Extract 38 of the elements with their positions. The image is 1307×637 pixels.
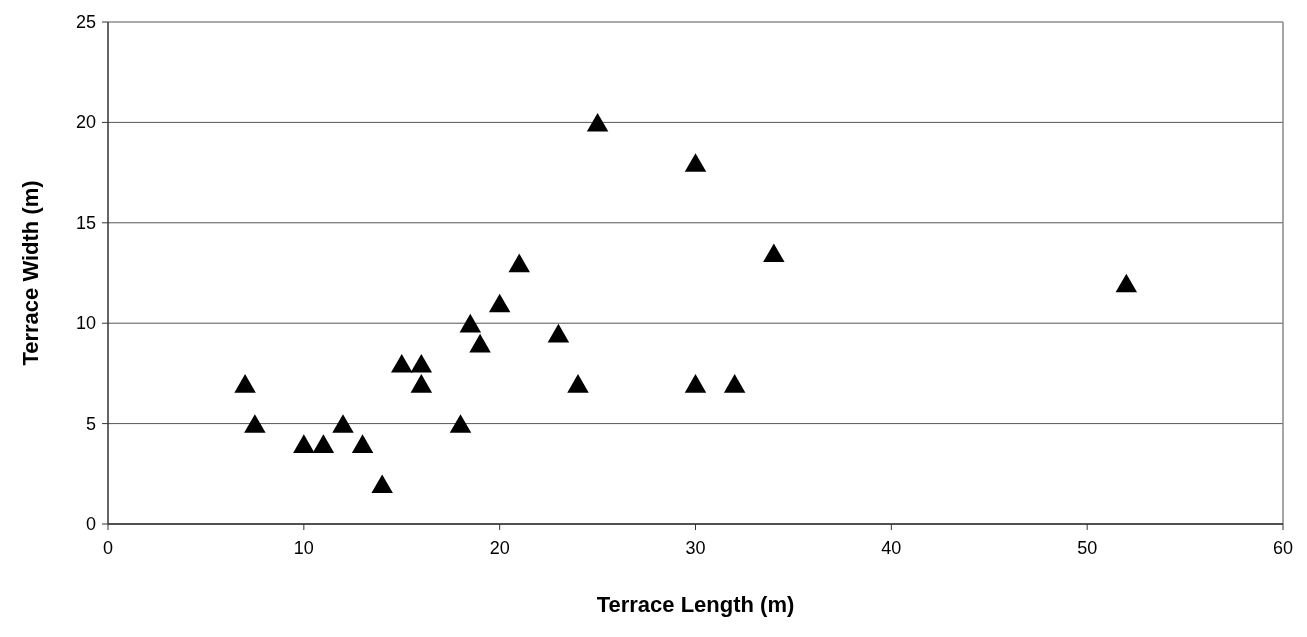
point — [293, 434, 315, 453]
x-tick-label: 50 — [1077, 538, 1098, 558]
point — [684, 374, 707, 393]
point — [410, 353, 433, 373]
x-axis-title: Terrace Length (m) — [596, 592, 795, 617]
y-tick-label: 0 — [85, 514, 96, 534]
y-axis-title: Terrace Width (m) — [18, 180, 43, 366]
y-tick-label: 15 — [75, 212, 96, 233]
point — [410, 374, 433, 393]
x-tick-label: 60 — [1272, 538, 1294, 558]
point — [763, 243, 785, 263]
point — [723, 374, 746, 393]
point — [371, 474, 393, 494]
y-tick-label: 10 — [75, 313, 96, 334]
x-tick-label: 30 — [685, 538, 706, 558]
point — [332, 414, 354, 433]
point — [351, 434, 374, 453]
point — [586, 112, 609, 132]
x-tick-label: 10 — [293, 538, 314, 558]
point — [244, 414, 266, 433]
point — [459, 313, 482, 333]
point — [391, 353, 413, 373]
point — [684, 153, 707, 172]
point — [312, 434, 335, 453]
point — [488, 293, 511, 313]
y-tick-label: 25 — [75, 12, 96, 32]
point — [449, 414, 472, 433]
point — [234, 374, 256, 393]
x-tick-label: 0 — [102, 538, 114, 558]
point — [469, 333, 491, 353]
point — [567, 374, 589, 393]
point — [1115, 273, 1138, 293]
point — [508, 253, 530, 273]
x-tick-label: 40 — [881, 538, 902, 558]
point — [547, 323, 570, 343]
y-tick-label: 20 — [75, 112, 96, 133]
x-tick-label: 20 — [489, 538, 510, 558]
y-tick-label: 5 — [85, 413, 96, 434]
